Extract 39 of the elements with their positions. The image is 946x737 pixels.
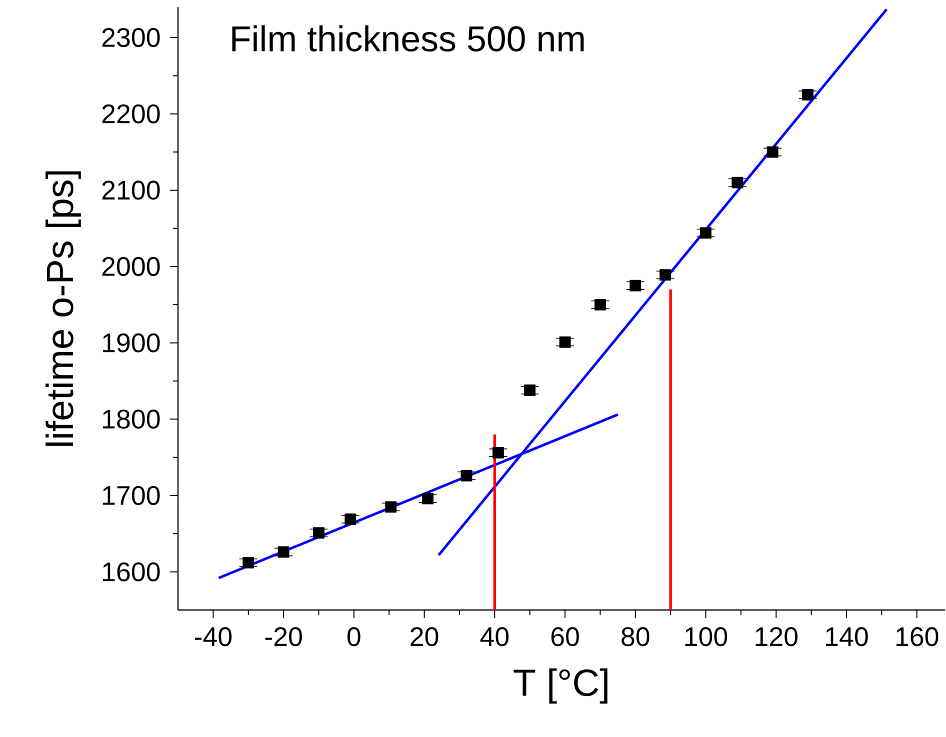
point (802, 89, 814, 100)
point (492, 447, 504, 458)
point (630, 280, 642, 292)
point (313, 527, 324, 539)
y-tick-label: 2100 (102, 180, 160, 200)
x-axis-title: T [°C] (514, 668, 608, 704)
x-tick-label: 100 (685, 627, 728, 646)
point (559, 336, 571, 348)
x-tick-label: -40 (194, 627, 232, 646)
point (524, 384, 536, 396)
point (242, 556, 254, 568)
x-tick-label: 140 (826, 627, 868, 646)
point (344, 513, 356, 525)
y-tick-label: 2300 (102, 28, 160, 48)
point (278, 546, 290, 558)
point (594, 298, 606, 310)
point (385, 501, 397, 513)
x-tick-label: 40 (480, 627, 509, 646)
y-tick-label: 2200 (102, 104, 160, 124)
annotation: Film thickness 500 nm (232, 25, 584, 52)
y-tick-label: 1700 (103, 486, 160, 506)
point (700, 227, 712, 239)
point (460, 470, 472, 482)
x-tick-label: 60 (551, 627, 579, 646)
y-tick-label: 1900 (103, 333, 160, 352)
point (732, 176, 744, 188)
x-tick-label: 80 (622, 627, 650, 646)
x-tick-label: 160 (896, 627, 938, 646)
y-tick-label: 1600 (103, 562, 160, 582)
y-axis-title: lifetime o-Ps [ps] (46, 171, 81, 446)
point (660, 269, 671, 281)
y-tick-label: 1800 (103, 410, 160, 429)
x-tick-label: -20 (265, 627, 302, 646)
y-tick-label: 2000 (102, 257, 160, 276)
x-tick-label: 0 (347, 627, 360, 646)
x-tick-label: 20 (410, 627, 438, 646)
point (422, 492, 434, 504)
point (766, 146, 778, 158)
x-tick-label: 120 (756, 627, 798, 646)
